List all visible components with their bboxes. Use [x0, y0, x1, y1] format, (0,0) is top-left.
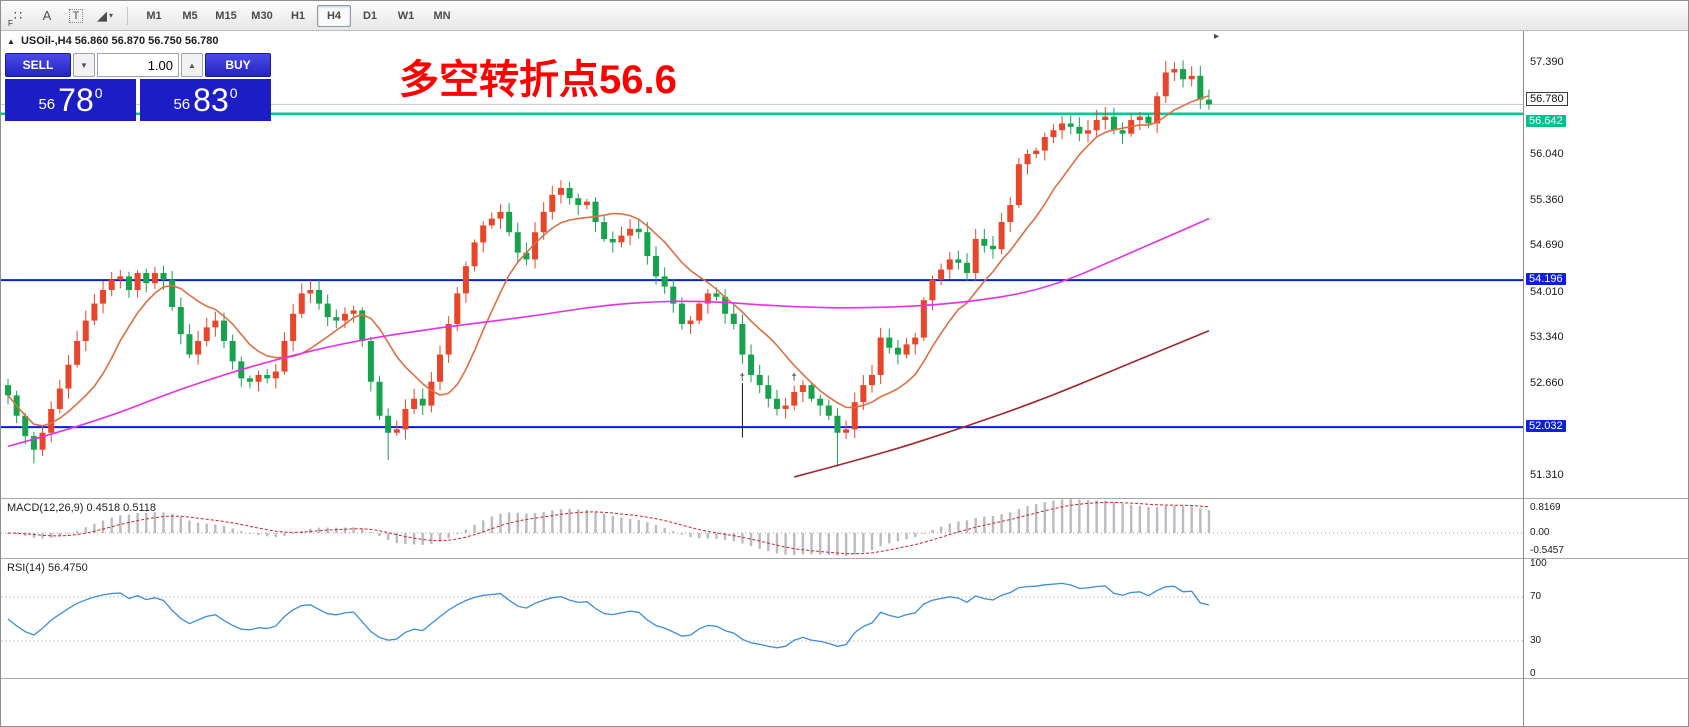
chevron-down-icon: ▾	[108, 11, 113, 20]
toolbar: ∷ F A T ◢ ▾ M1 M5 M15 M30 H1 H4 D1 W1 MN	[1, 1, 1688, 31]
macd-axis: 0.8169 0.00 -0.5457	[1524, 499, 1688, 558]
rsi-axis-label: 100	[1530, 558, 1547, 569]
macd-panel[interactable]: MACD(12,26,9) 0.4518 0.5118	[1, 499, 1523, 558]
symbol-label: USOil-,H4	[20, 35, 72, 47]
trade-panel-controls: SELL ▼ ▲ BUY	[5, 53, 271, 77]
bottom-strip	[1, 679, 1523, 726]
macd-canvas[interactable]	[1, 499, 1523, 558]
green-level-label: 56.642	[1526, 114, 1566, 127]
rsi-axis-label: 70	[1530, 591, 1542, 602]
macd-axis-label: 0.8169	[1530, 502, 1561, 513]
chart-annotation-text: 多空转折点56.6	[399, 58, 677, 102]
chart-area[interactable]: † † ▲ USOil-,H4 56.860 56.870 56.750 56.7…	[1, 31, 1523, 498]
timeframe-button-m5[interactable]: M5	[182, 9, 198, 22]
price-axis: 57.390 56.040 55.360 54.690 54.010 53.340 52.6…	[1524, 31, 1688, 498]
sell-price-display[interactable]: 56 78 0	[5, 79, 136, 121]
rsi-axis-label: 30	[1530, 635, 1542, 646]
ohlc-values: 56.860 56.870 56.750 56.780	[74, 35, 219, 47]
macd-axis-label: 0.00	[1530, 527, 1550, 538]
toolbar-separator	[127, 6, 128, 25]
price-axis-label: 53.340	[1530, 331, 1564, 344]
rsi-canvas[interactable]	[1, 559, 1523, 678]
sell-button[interactable]: SELL	[5, 53, 71, 77]
text-label-icon[interactable]: T	[63, 4, 89, 28]
price-axis-label: 54.010	[1530, 285, 1564, 298]
panel-splitter[interactable]	[1, 498, 1688, 499]
timeframe-group: M1 M5 M15 M30 H1 H4 D1 W1 MN	[137, 4, 459, 27]
volume-input[interactable]	[97, 53, 179, 77]
panel-splitter[interactable]	[1, 558, 1688, 559]
blue-level-upper-label: 54.196	[1526, 273, 1566, 286]
buy-price-display[interactable]: 56 83 0	[140, 79, 271, 121]
chart-shift-marker: ▸	[1214, 31, 1220, 42]
blue-level-lower-label: 52.032	[1526, 420, 1566, 433]
current-price-label: 56.780	[1526, 92, 1568, 107]
rsi-header: RSI(14) 56.4750	[7, 562, 88, 574]
trade-panel-prices: 56 78 0 56 83 0	[5, 79, 271, 121]
chart-ohlc-header: ▲ USOil-,H4 56.860 56.870 56.750 56.780	[7, 35, 219, 47]
price-axis-label: 51.310	[1530, 469, 1564, 482]
timeframe-button-m30[interactable]: M30	[251, 9, 273, 22]
timeframe-button-w1[interactable]: W1	[397, 9, 415, 22]
svg-text:†: †	[739, 372, 745, 383]
svg-text:†: †	[791, 372, 797, 383]
timeframe-button-d1[interactable]: D1	[362, 9, 378, 22]
price-axis-label: 56.040	[1530, 147, 1564, 160]
timeframe-button-m15[interactable]: M15	[215, 9, 237, 22]
macd-header: MACD(12,26,9) 0.4518 0.5118	[7, 502, 156, 514]
rsi-axis: 100 70 30 0	[1524, 558, 1688, 679]
shapes-dropdown-icon[interactable]: ◢ ▾	[96, 7, 113, 23]
timeframe-button-h1[interactable]: H1	[290, 9, 306, 22]
grid-dots-icon[interactable]: ∷ F	[8, 7, 23, 28]
symbol-marker-icon: ▲	[7, 37, 15, 46]
axis-separator	[1523, 31, 1524, 726]
rsi-axis-label: 0	[1530, 668, 1536, 679]
buy-button[interactable]: BUY	[205, 53, 271, 77]
volume-increase-button[interactable]: ▲	[181, 53, 203, 77]
price-axis-label: 52.660	[1530, 377, 1564, 390]
timeframe-button-m1[interactable]: M1	[146, 9, 162, 22]
price-axis-label: 54.690	[1530, 239, 1564, 252]
macd-axis-label: -0.5457	[1530, 545, 1564, 556]
timeframe-button-mn[interactable]: MN	[433, 9, 451, 22]
volume-decrease-button[interactable]: ▼	[73, 53, 95, 77]
price-axis-label: 55.360	[1530, 193, 1564, 206]
text-annotation-icon[interactable]: A	[42, 8, 52, 23]
rsi-panel[interactable]: RSI(14) 56.4750	[1, 559, 1523, 678]
panel-splitter[interactable]	[1, 678, 1688, 679]
timeframe-button-h4[interactable]: H4	[317, 4, 351, 27]
price-axis-label: 57.390	[1530, 55, 1564, 68]
